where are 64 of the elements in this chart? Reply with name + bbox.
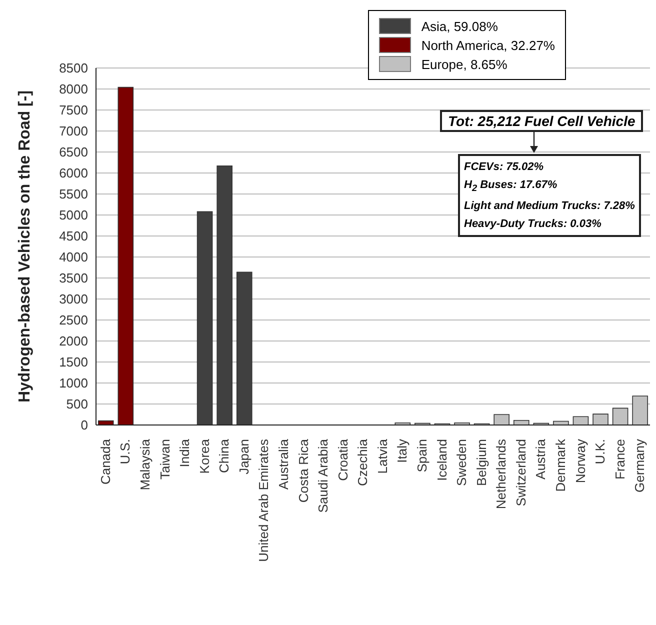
bar	[592, 414, 608, 425]
x-tick-label: United Arab Emirates	[256, 438, 272, 562]
x-tick-label: Canada	[98, 438, 113, 485]
annotation: FCEVs: 75.02%	[464, 160, 544, 175]
y-tick-label: 3000	[59, 292, 88, 307]
y-tick-label: 1500	[59, 354, 88, 370]
bar	[494, 414, 510, 425]
x-tick-label: Sweden	[454, 439, 470, 486]
x-tick-label: Costa Rica	[296, 438, 311, 503]
y-tick-label: 3500	[59, 270, 88, 286]
y-tick-label: 5000	[59, 208, 88, 223]
y-tick-label: 4000	[59, 250, 88, 265]
bar	[612, 408, 628, 425]
x-tick-label: Iceland	[434, 439, 450, 481]
y-tick-label: 0	[80, 418, 88, 433]
bar	[118, 86, 134, 425]
x-tick-label: Taiwan	[157, 439, 172, 480]
y-tick-label: 2000	[59, 334, 88, 349]
y-axis-title: Hydrogen-based Vehicles on the Road [-]	[16, 90, 34, 403]
bar	[196, 211, 213, 425]
y-tick-label: 4500	[59, 228, 88, 244]
legend-label: North America, 32.27%	[421, 38, 555, 52]
legend-label: Europe, 8.65%	[421, 56, 508, 72]
y-tick-label: 500	[66, 396, 88, 412]
y-tick-label: 2500	[59, 312, 88, 328]
y-tick-label: 1000	[59, 376, 88, 391]
bar	[572, 416, 589, 425]
x-tick-label: Latvia	[374, 438, 390, 474]
x-tick-label: U.K.	[592, 439, 608, 464]
x-tick-label: Italy	[394, 438, 410, 463]
x-tick-label: Belgium	[474, 439, 489, 486]
x-tick-label: Denmark	[552, 438, 568, 492]
x-tick-label: Japan	[236, 439, 252, 474]
x-tick-label: Netherlands	[494, 438, 509, 510]
annotation: Tot: 25,212 Fuel Cell Vehicle	[440, 110, 644, 132]
x-tick-label: Saudi Arabia	[316, 438, 331, 513]
x-tick-label: Norway	[572, 438, 588, 484]
annotation: Light and Medium Trucks: 7.28%	[464, 199, 635, 214]
y-tick-label: 7000	[59, 124, 88, 139]
x-tick-label: Korea	[196, 438, 212, 474]
annotation: Heavy-Duty Trucks: 0.03%	[464, 217, 602, 232]
y-tick-label: 6500	[59, 144, 88, 160]
x-tick-label: Spain	[414, 439, 430, 472]
x-tick-label: Germany	[632, 438, 648, 492]
bar	[513, 420, 530, 425]
y-tick-label: 8000	[59, 82, 88, 97]
x-tick-label: Australia	[276, 438, 291, 490]
y-tick-label: 7500	[59, 102, 88, 118]
x-tick-label: Switzerland	[513, 439, 528, 506]
x-tick-label: Austria	[533, 438, 548, 480]
x-tick-label: India	[177, 438, 192, 468]
legend-label: Asia, 59.08%	[421, 18, 498, 34]
y-tick-label: 6000	[59, 166, 88, 181]
x-tick-label: Malaysia	[137, 438, 152, 490]
x-tick-label: U.S.	[118, 439, 133, 464]
bar	[236, 272, 252, 425]
y-tick-label: 8500	[59, 60, 88, 76]
bar	[216, 165, 232, 425]
x-tick-label: France	[612, 439, 628, 480]
x-tick-label: China	[216, 438, 232, 473]
x-tick-label: Czechia	[355, 438, 370, 486]
x-tick-label: Croatia	[335, 438, 350, 481]
annotation: H$_{2}$ Buses: 17.67%	[464, 178, 558, 196]
y-tick-label: 5500	[59, 186, 88, 202]
